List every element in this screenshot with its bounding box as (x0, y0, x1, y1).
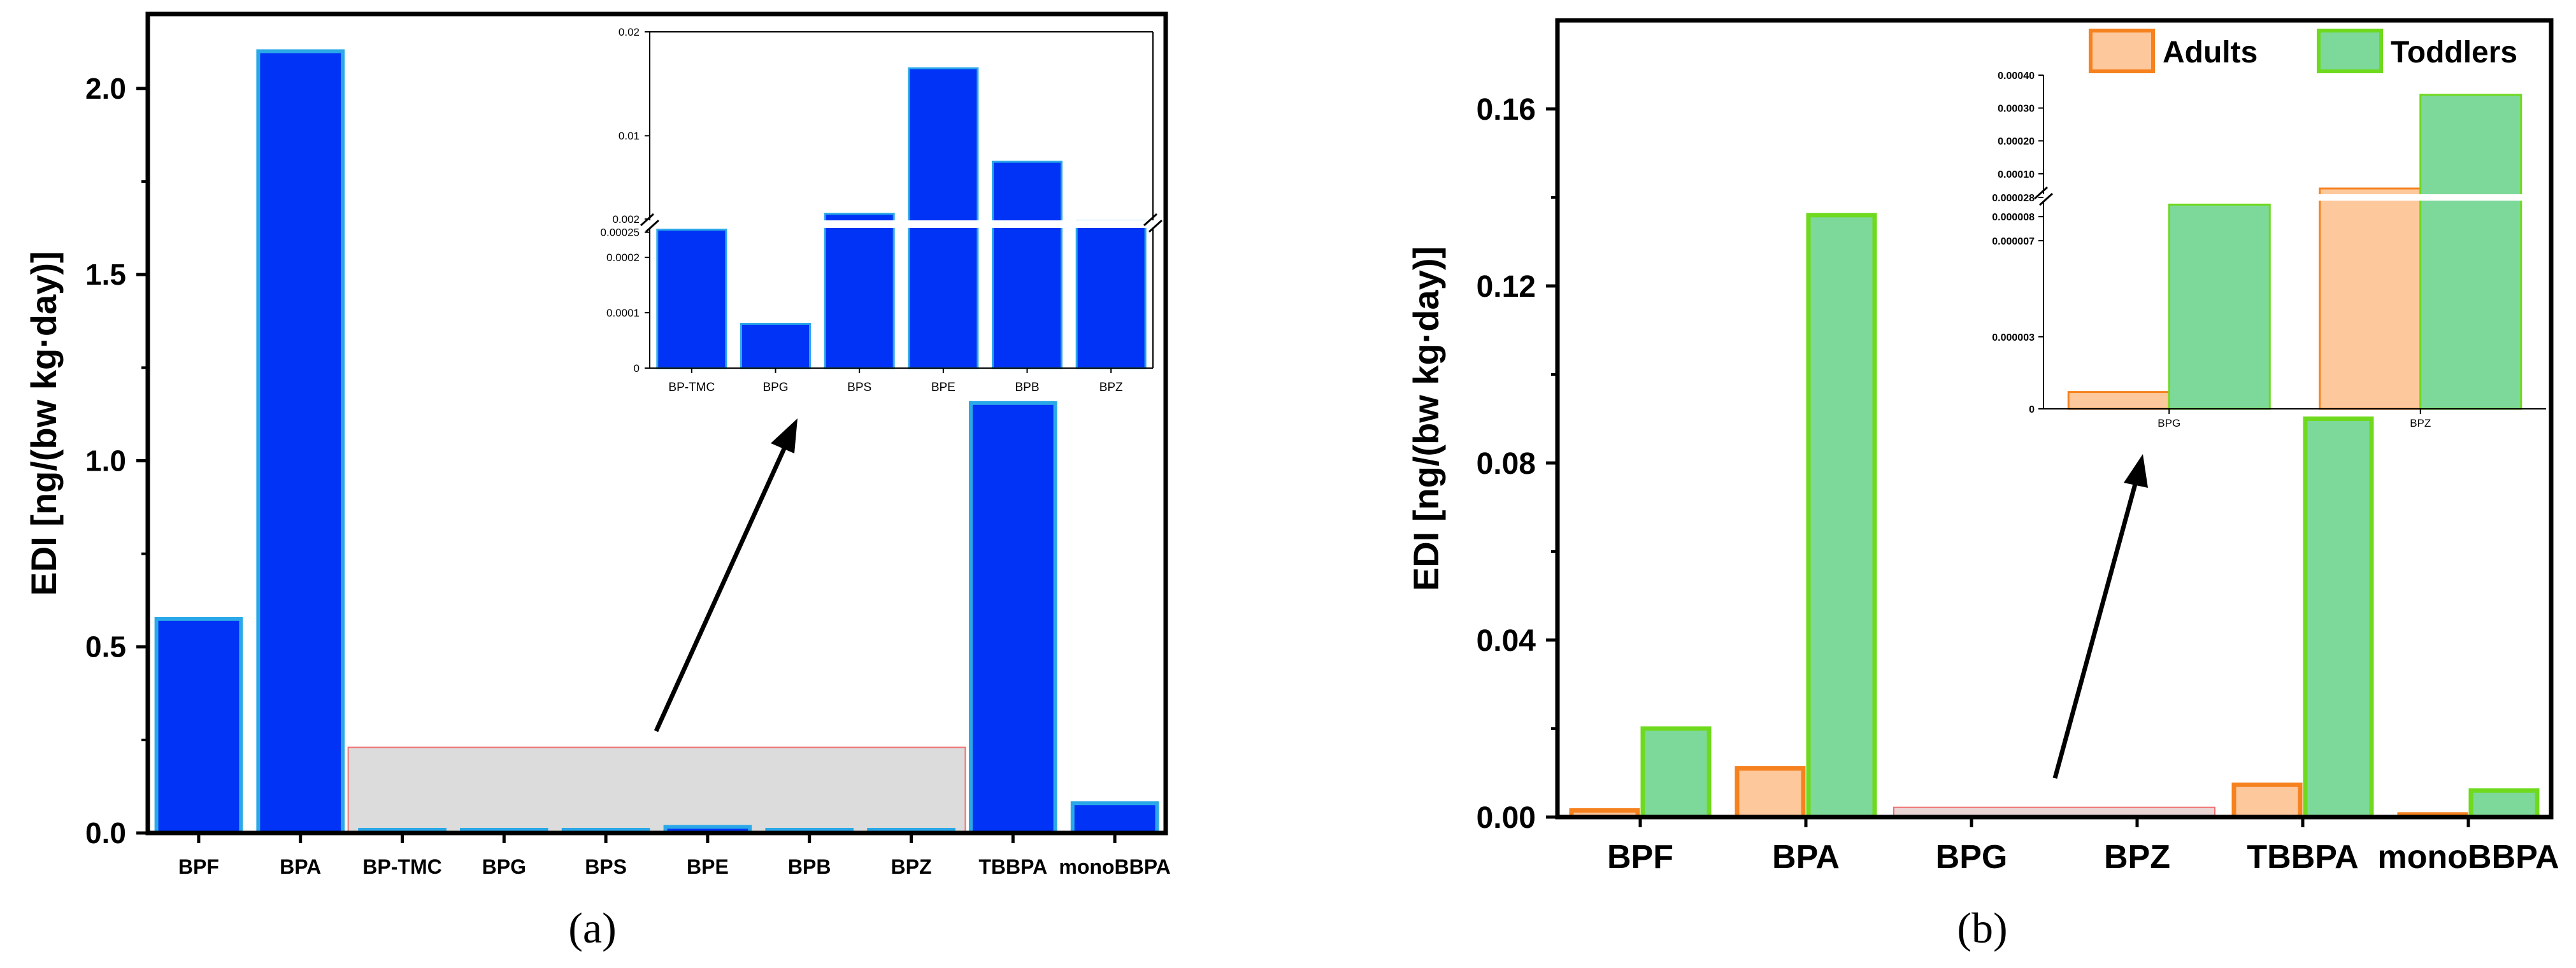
callout-arrow-head (771, 418, 798, 453)
x-tick-label-bpg: BPG (482, 855, 526, 878)
inset-x-tick-label-bpg: BPG (762, 381, 788, 394)
inset-y-tick-label: 0.000028 (1992, 193, 2035, 204)
y-axis-label: EDI [ng/(bw kg·day)] (24, 251, 64, 595)
x-tick-label-bpz: BPZ (891, 855, 932, 878)
inset-y-tick-label: 0.01 (619, 130, 640, 142)
bar-tbbpa (968, 401, 1057, 835)
y-tick-label: 0.08 (1477, 447, 1536, 481)
inset-y-tick-label: 0.00040 (1998, 71, 2035, 82)
inset-x-tick-label-bpz: BPZ (2410, 417, 2431, 429)
inset-axis-break-right (1143, 213, 1163, 233)
inset-x-tick-label-bpz: BPZ (1099, 381, 1123, 394)
inset-bar-bpb (992, 160, 1063, 369)
bar-toddlers-bpa (1806, 213, 1877, 820)
x-tick-label-bp-tmc: BP-TMC (362, 855, 441, 878)
bar-bpa (256, 49, 345, 835)
legend-swatch-adults (2089, 29, 2155, 73)
highlight-region (347, 746, 966, 834)
x-tick-label-tbbpa: TBBPA (2247, 839, 2358, 876)
inset-bar-toddlers-bpg (2168, 203, 2271, 410)
bar-toddlers-bpf (1640, 726, 1712, 820)
legend-label-toddlers: Toddlers (2391, 36, 2517, 69)
callout-arrow-head (2124, 454, 2148, 488)
inset-y-tick-label: 0.00020 (1998, 136, 2035, 147)
inset-y-tick-label: 0 (634, 362, 640, 374)
x-tick-label-bpa: BPA (280, 855, 321, 878)
legend-label-adults: Adults (2163, 36, 2258, 69)
inset-y-tick-label: 0.00025 (601, 227, 640, 239)
x-tick-label-bpe: BPE (687, 855, 729, 878)
plot-frame (1555, 18, 2554, 820)
x-tick-label-monobbpa: monoBBPA (2377, 839, 2559, 876)
bar-monobbpa (1070, 801, 1159, 835)
inset-x-tick-label-bpg: BPG (2157, 417, 2180, 429)
inset-bar-bps (824, 213, 895, 369)
panel-b-chart: BPF BPA BPG BPZ TBBPA monoBBPA 0.00 0.04 0.08 0.1… (1406, 18, 2559, 876)
inset-y-tick-label: 0.002 (612, 213, 640, 225)
y-tick-label: 0.5 (85, 630, 126, 664)
inset-bar-adults-bpg (2067, 391, 2170, 410)
y-tick-label: 0.00 (1477, 801, 1536, 835)
x-tick-label-bpz: BPZ (2104, 839, 2170, 876)
bar-toddlers-tbbpa (2303, 416, 2374, 820)
x-tick-label-monobbpa: monoBBPA (1059, 855, 1170, 878)
y-tick-label: 0.0 (85, 816, 126, 850)
inset-y-tick-label: 0 (2029, 404, 2035, 415)
inset-y-tick-label: 0.000008 (1992, 212, 2035, 223)
x-tick-label-bpf: BPF (1607, 839, 1673, 876)
y-tick-label: 2.0 (85, 72, 126, 105)
inset-break-gap (648, 220, 1154, 228)
inset-y-tick-label: 0.0001 (606, 307, 640, 319)
inset-y-tick-label: 0.00030 (1998, 104, 2035, 115)
inset-x-tick-label-bpe: BPE (931, 381, 955, 394)
inset-break-gap (2042, 194, 2547, 201)
callout-arrow-line (2052, 483, 2138, 779)
inset-bar-adults-bpz (2319, 187, 2422, 410)
bar-adults-tbbpa (2231, 782, 2303, 820)
inset-y-tick-label: 0.02 (619, 26, 640, 38)
caption-a: (a) (568, 904, 616, 952)
y-tick-label: 1.0 (85, 444, 126, 477)
y-axis-label: EDI [ng/(bw kg·day)] (1406, 246, 1446, 591)
caption-b: (b) (1957, 904, 2007, 952)
plot-frame (145, 11, 1168, 836)
inset-x-tick-label-bpb: BPB (1015, 381, 1039, 394)
inset-bar-toddlers-bpz (2419, 94, 2522, 410)
x-tick-label-bpf: BPF (178, 855, 219, 878)
inset-y-tick-label: 0.000003 (1992, 332, 2035, 343)
x-tick-label-tbbpa: TBBPA (978, 855, 1047, 878)
inset-y-tick-label: 0.000007 (1992, 236, 2035, 247)
inset-bar-bpe (908, 67, 979, 369)
legend-swatch-toddlers (2317, 29, 2383, 73)
bar-adults-bpa (1735, 766, 1806, 820)
bar-bpf (154, 616, 243, 835)
inset-bar-bpg (740, 322, 811, 369)
x-tick-label-bpg: BPG (1936, 839, 2008, 876)
inset-axis-break-left (2033, 186, 2054, 206)
bar-toddlers-monobbpa (2468, 788, 2540, 820)
callout-arrow-line (654, 445, 788, 732)
y-tick-label: 1.5 (85, 258, 126, 291)
inset-x-tick-label-bp-tmc: BP-TMC (668, 381, 715, 394)
x-tick-label-bpa: BPA (1772, 839, 1840, 876)
y-tick-label: 0.12 (1477, 270, 1536, 304)
x-tick-label-bpb: BPB (788, 855, 831, 878)
inset-bar-bp-tmc (656, 229, 727, 369)
inset-y-tick-label: 0.0002 (606, 252, 640, 264)
panel-a-chart: BPF BPA BP-TMC BPG BPS BPE BPB BPZ TBBPA monoBBPA… (24, 11, 1171, 878)
inset-bar-bpz (1075, 220, 1147, 369)
y-tick-label: 0.16 (1477, 93, 1536, 127)
inset-axis-break-left (640, 213, 660, 233)
inset-x-tick-label-bps: BPS (847, 381, 871, 394)
x-tick-label-bps: BPS (585, 855, 627, 878)
inset-y-tick-label: 0.00010 (1998, 169, 2035, 180)
y-tick-label: 0.04 (1477, 624, 1536, 658)
